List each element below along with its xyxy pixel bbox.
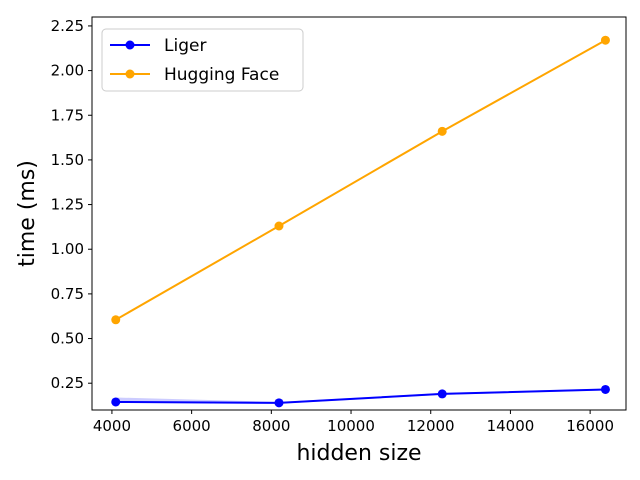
hugging-face-point [437,126,447,136]
y-tick-label: 1.75 [51,106,84,124]
plot-frame [91,16,627,411]
hugging-face-legend-label: Hugging Face [164,65,279,85]
x-axis-ticks: 4000 6000 8000 10000 12000 14000 16000 [93,410,614,435]
y-axis-label: time (ms) [15,160,40,267]
y-tick-label: 0.25 [51,374,84,392]
liger-point [437,389,447,399]
x-tick-label: 12000 [407,417,455,435]
confidence-bands [115,39,606,404]
y-tick-label: 2.00 [51,62,84,80]
hugging-face-point [600,35,610,45]
y-tick-label: 1.25 [51,196,84,214]
liger-legend-label: Liger [164,36,206,56]
liger-legend-marker [125,40,135,50]
series-lines [115,39,606,404]
legend-box [101,28,304,92]
liger-line [115,388,606,404]
x-tick-label: 4000 [93,417,131,435]
series-markers [111,35,610,408]
hugging-face-point [111,315,121,325]
hugging-face-point [274,221,284,231]
hugging-face-line [115,39,606,321]
x-tick-label: 16000 [566,417,614,435]
y-axis-ticks: 0.25 0.50 0.75 1.00 1.25 1.50 1.75 2.00 2.25 [51,17,92,392]
legend: Liger Hugging Face [101,28,304,92]
liger-point [600,384,610,394]
y-tick-label: 1.00 [51,240,84,258]
hugging-face-legend-marker [125,69,135,79]
x-tick-label: 10000 [327,417,375,435]
x-tick-label: 14000 [487,417,535,435]
y-tick-label: 1.50 [51,151,84,169]
y-tick-label: 2.25 [51,17,84,35]
liger-point [111,397,121,407]
x-tick-label: 8000 [252,417,290,435]
x-axis-label: hidden size [296,441,421,466]
liger-point [274,398,284,408]
x-tick-label: 6000 [173,417,211,435]
y-tick-label: 0.75 [51,285,84,303]
y-tick-label: 0.50 [51,330,84,348]
